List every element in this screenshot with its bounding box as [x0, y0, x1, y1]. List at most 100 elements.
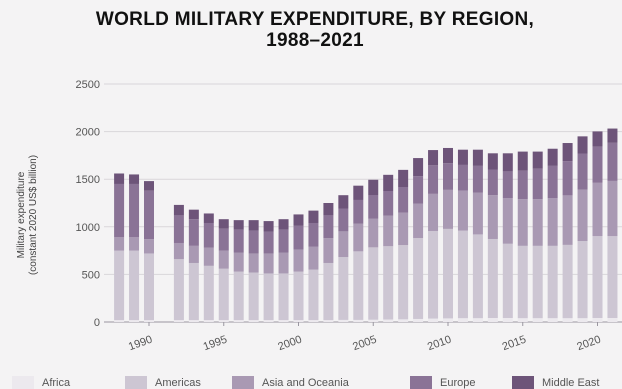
- bar-1998-asia-and-oceania: [263, 253, 274, 274]
- bar-2000-americas: [293, 271, 304, 321]
- bar-1990-africa: [144, 320, 154, 322]
- bar-1993-middle-east: [188, 209, 199, 220]
- bar-2010-europe: [443, 163, 453, 190]
- bar-2005-americas: [368, 247, 379, 320]
- bar-2019-americas: [577, 241, 588, 319]
- bar-1995-europe: [218, 228, 229, 251]
- bar-2002-africa: [323, 320, 334, 322]
- bar-1996-africa: [233, 320, 244, 322]
- bar-2009-americas: [428, 230, 439, 319]
- bar-2011-africa: [457, 318, 468, 322]
- bar-2003-africa: [338, 319, 349, 322]
- bar-1998-europe: [263, 231, 274, 254]
- legend-label: Asia and Oceania: [262, 377, 350, 389]
- bar-1999-europe: [278, 229, 289, 253]
- bar-1995-americas: [218, 268, 229, 321]
- bar-2018-americas: [562, 244, 573, 319]
- bars: [114, 128, 618, 322]
- bar-1990-americas: [144, 253, 154, 321]
- bar-2017-europe: [547, 165, 558, 199]
- x-tick-label: 2015: [501, 334, 528, 354]
- bar-1998-africa: [263, 320, 274, 322]
- bar-2009-africa: [428, 318, 439, 322]
- bar-2002-asia-and-oceania: [323, 238, 334, 263]
- bar-1993-americas: [188, 262, 199, 321]
- bar-1988-europe: [114, 183, 125, 238]
- bar-2002-americas: [323, 262, 334, 321]
- bar-2005-middle-east: [368, 179, 379, 196]
- bar-1999-middle-east: [278, 219, 289, 230]
- bar-1993-africa: [188, 320, 199, 322]
- bar-2004-europe: [353, 199, 364, 224]
- y-tick-label: 1500: [76, 174, 100, 186]
- bar-2004-middle-east: [353, 185, 364, 200]
- bar-2017-africa: [547, 318, 558, 322]
- bar-2005-asia-and-oceania: [368, 218, 379, 248]
- bar-2004-africa: [353, 319, 364, 322]
- bar-1989-middle-east: [129, 174, 140, 184]
- bar-2009-middle-east: [428, 150, 439, 166]
- legend-swatch-americas: [125, 376, 147, 389]
- bar-1989-europe: [129, 183, 140, 238]
- bar-2002-europe: [323, 215, 334, 239]
- legend: Africa Americas Asia and Oceania Europe Midd…: [12, 376, 599, 389]
- bar-2020-africa: [592, 318, 603, 322]
- bar-2008-asia-and-oceania: [413, 203, 424, 239]
- bar-2018-europe: [562, 161, 573, 196]
- bar-1997-africa: [248, 320, 259, 322]
- legend-label: Europe: [440, 377, 475, 389]
- bar-1992-asia-and-oceania: [173, 242, 184, 260]
- bar-2007-europe: [398, 187, 409, 213]
- bar-2017-asia-and-oceania: [547, 198, 558, 246]
- bar-2016-africa: [532, 318, 543, 322]
- bar-2000-africa: [293, 320, 304, 322]
- bar-1997-middle-east: [248, 220, 259, 231]
- bar-2001-asia-and-oceania: [308, 246, 319, 270]
- bar-1992-middle-east: [173, 204, 184, 216]
- bar-2012-americas: [472, 234, 483, 319]
- bar-2005-europe: [368, 195, 379, 219]
- bar-2018-africa: [562, 318, 573, 322]
- legend-swatch-europe: [410, 376, 432, 389]
- bar-1992-europe: [173, 215, 184, 243]
- bar-2011-asia-and-oceania: [457, 190, 468, 231]
- bar-1990-asia-and-oceania: [144, 239, 154, 254]
- bar-1997-americas: [248, 272, 259, 321]
- bar-2009-asia-and-oceania: [428, 193, 439, 231]
- bar-2006-americas: [383, 246, 394, 320]
- bar-2003-middle-east: [338, 195, 349, 209]
- bar-2012-asia-and-oceania: [472, 192, 483, 235]
- legend-label: Africa: [42, 377, 71, 389]
- y-tick-label: 500: [82, 269, 100, 281]
- legend-label: Middle East: [542, 377, 599, 389]
- y-tick-label: 2500: [76, 79, 100, 91]
- bar-1996-asia-and-oceania: [233, 252, 244, 272]
- bar-2016-middle-east: [532, 151, 543, 169]
- bar-2006-africa: [383, 319, 394, 322]
- chart-title: WORLD MILITARY EXPENDITURE, BY REGION,: [96, 9, 534, 30]
- bar-1998-middle-east: [263, 221, 274, 232]
- bar-1988-middle-east: [114, 173, 125, 184]
- bar-2014-middle-east: [502, 153, 513, 172]
- x-tick-label: 2000: [276, 334, 303, 354]
- bar-2001-africa: [308, 320, 319, 322]
- bar-2017-americas: [547, 245, 558, 319]
- bar-2014-americas: [502, 243, 513, 319]
- bar-1994-asia-and-oceania: [203, 247, 214, 266]
- bar-2019-africa: [577, 318, 588, 322]
- bar-1996-europe: [233, 229, 244, 253]
- bar-1993-asia-and-oceania: [188, 245, 199, 263]
- bar-1994-americas: [203, 265, 214, 321]
- bar-2007-asia-and-oceania: [398, 212, 409, 246]
- x-tick-labels: 1990 1995 2000 2005 2010 2015 2020: [127, 322, 603, 353]
- bar-2008-africa: [413, 318, 424, 322]
- bar-2020-europe: [592, 146, 603, 183]
- bar-1994-middle-east: [203, 213, 214, 223]
- bar-1997-europe: [248, 230, 259, 254]
- bar-2001-europe: [308, 222, 319, 247]
- legend-swatch-asia-and-oceania: [232, 376, 254, 389]
- legend-swatch-middle-east: [512, 376, 534, 389]
- y-axis-label-line1: Military expenditure: [16, 171, 27, 258]
- y-tick-label: 2000: [76, 127, 100, 139]
- bar-2007-africa: [398, 319, 409, 322]
